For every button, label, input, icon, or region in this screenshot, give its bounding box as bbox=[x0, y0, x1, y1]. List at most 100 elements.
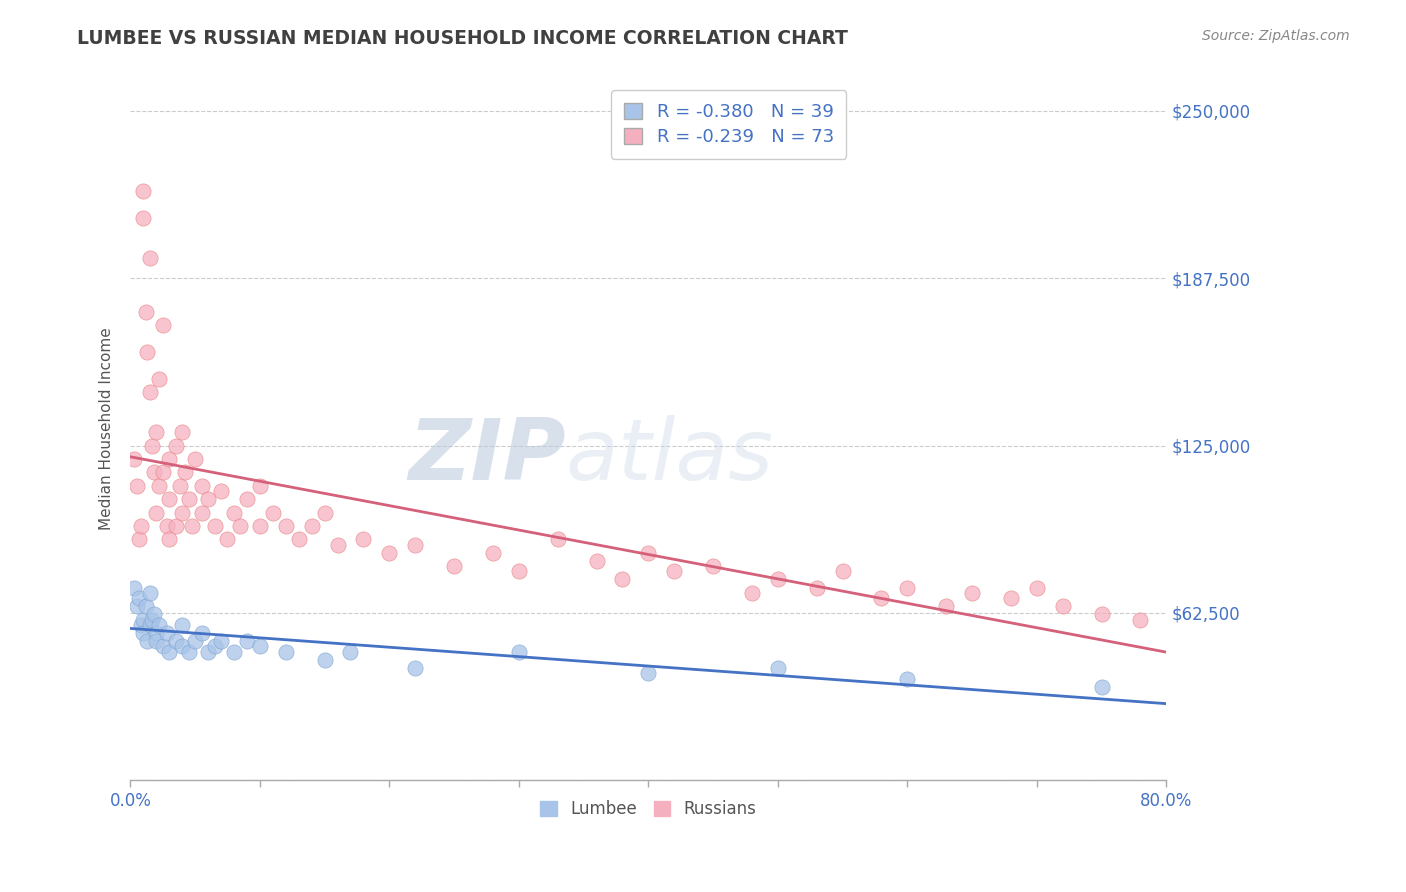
Point bbox=[132, 211, 155, 225]
Point bbox=[209, 484, 232, 499]
Point bbox=[960, 586, 983, 600]
Point bbox=[132, 613, 155, 627]
Point bbox=[177, 492, 200, 507]
Text: LUMBEE VS RUSSIAN MEDIAN HOUSEHOLD INCOME CORRELATION CHART: LUMBEE VS RUSSIAN MEDIAN HOUSEHOLD INCOM… bbox=[77, 29, 848, 47]
Point bbox=[443, 559, 465, 574]
Point bbox=[148, 479, 170, 493]
Point bbox=[122, 581, 145, 595]
Point bbox=[482, 546, 505, 560]
Point bbox=[152, 466, 174, 480]
Point bbox=[145, 634, 167, 648]
Point bbox=[184, 634, 207, 648]
Point bbox=[145, 425, 167, 440]
Text: ZIP: ZIP bbox=[408, 416, 565, 499]
Point bbox=[612, 573, 634, 587]
Point bbox=[508, 565, 530, 579]
Point bbox=[148, 372, 170, 386]
Point bbox=[1090, 680, 1112, 694]
Point bbox=[249, 640, 271, 654]
Point bbox=[508, 645, 530, 659]
Point bbox=[157, 452, 180, 467]
Point bbox=[314, 506, 336, 520]
Point bbox=[935, 599, 957, 614]
Point bbox=[139, 251, 162, 265]
Point bbox=[339, 645, 361, 659]
Point bbox=[222, 506, 245, 520]
Point bbox=[1129, 613, 1152, 627]
Point bbox=[287, 533, 309, 547]
Point bbox=[139, 385, 162, 400]
Point bbox=[896, 672, 918, 686]
Point bbox=[190, 506, 212, 520]
Point bbox=[157, 533, 180, 547]
Point bbox=[585, 554, 607, 568]
Point bbox=[157, 645, 180, 659]
Point bbox=[378, 546, 401, 560]
Point bbox=[142, 607, 165, 622]
Point bbox=[141, 613, 163, 627]
Point bbox=[326, 538, 349, 552]
Legend: Lumbee, Russians: Lumbee, Russians bbox=[533, 793, 763, 825]
Point bbox=[135, 304, 157, 318]
Point bbox=[173, 466, 195, 480]
Text: atlas: atlas bbox=[565, 416, 773, 499]
Point bbox=[236, 634, 259, 648]
Point bbox=[1090, 607, 1112, 622]
Point bbox=[172, 506, 194, 520]
Point bbox=[1052, 599, 1074, 614]
Point bbox=[197, 645, 219, 659]
Point bbox=[128, 533, 150, 547]
Point bbox=[352, 533, 374, 547]
Point bbox=[152, 640, 174, 654]
Point bbox=[145, 626, 167, 640]
Point bbox=[766, 573, 789, 587]
Point bbox=[274, 519, 297, 533]
Text: Source: ZipAtlas.com: Source: ZipAtlas.com bbox=[1202, 29, 1350, 43]
Point bbox=[125, 479, 148, 493]
Point bbox=[172, 640, 194, 654]
Point bbox=[1000, 591, 1022, 606]
Point bbox=[155, 519, 177, 533]
Point bbox=[155, 626, 177, 640]
Point bbox=[637, 666, 659, 681]
Point bbox=[209, 634, 232, 648]
Point bbox=[148, 618, 170, 632]
Point bbox=[145, 506, 167, 520]
Point bbox=[132, 184, 155, 198]
Point bbox=[190, 626, 212, 640]
Point bbox=[136, 634, 159, 648]
Point bbox=[129, 618, 152, 632]
Point bbox=[142, 466, 165, 480]
Point bbox=[404, 538, 426, 552]
Point bbox=[132, 626, 155, 640]
Point bbox=[165, 439, 187, 453]
Point bbox=[177, 645, 200, 659]
Point bbox=[274, 645, 297, 659]
Point bbox=[139, 618, 162, 632]
Point bbox=[169, 479, 191, 493]
Point bbox=[741, 586, 763, 600]
Point bbox=[236, 492, 259, 507]
Point bbox=[128, 591, 150, 606]
Point bbox=[806, 581, 828, 595]
Y-axis label: Median Household Income: Median Household Income bbox=[100, 327, 114, 530]
Point bbox=[135, 599, 157, 614]
Point bbox=[249, 519, 271, 533]
Point bbox=[249, 479, 271, 493]
Point bbox=[870, 591, 893, 606]
Point bbox=[831, 565, 853, 579]
Point bbox=[204, 519, 226, 533]
Point bbox=[152, 318, 174, 332]
Point bbox=[129, 519, 152, 533]
Point bbox=[122, 452, 145, 467]
Point bbox=[404, 661, 426, 675]
Point bbox=[702, 559, 724, 574]
Point bbox=[157, 492, 180, 507]
Point bbox=[204, 640, 226, 654]
Point bbox=[184, 452, 207, 467]
Point bbox=[314, 653, 336, 667]
Point bbox=[165, 634, 187, 648]
Point bbox=[217, 533, 239, 547]
Point bbox=[190, 479, 212, 493]
Point bbox=[136, 344, 159, 359]
